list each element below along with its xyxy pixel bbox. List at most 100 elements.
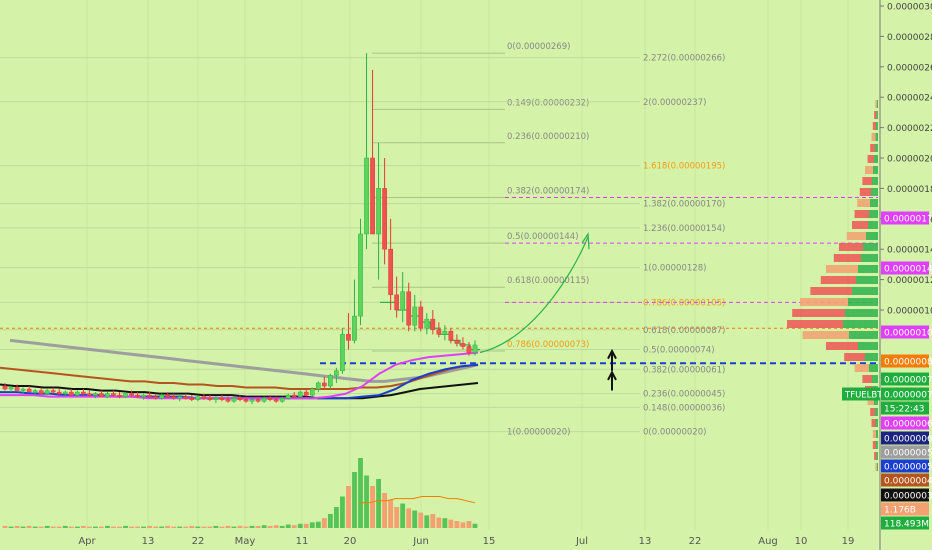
price-tick-label: 0.00000120: [887, 276, 932, 286]
volume-bar: [448, 519, 454, 528]
candle-body: [436, 329, 442, 335]
candle-body: [309, 388, 315, 396]
candle-body: [135, 394, 140, 397]
candle-body: [237, 397, 243, 400]
profile-bar: [876, 452, 878, 460]
volume-bar: [291, 525, 297, 528]
profile-bar: [874, 397, 878, 405]
volume-bar: [159, 526, 165, 528]
fib-label: 1.382(0.00000170): [643, 200, 725, 210]
volume-bar: [466, 521, 472, 528]
candle-body: [243, 399, 249, 402]
time-tick-label: Apr: [78, 536, 96, 547]
volume-bar: [117, 526, 122, 528]
volume-bar: [358, 458, 363, 528]
volume-bar: [50, 526, 56, 528]
volume-bar: [315, 521, 321, 528]
profile-bar: [875, 463, 877, 471]
profile-bar: [839, 243, 863, 251]
time-axis: Apr 13 22 May 11 20 Jun 15 Jul 13 22 Aug 10 19: [78, 536, 854, 547]
candle-body: [364, 157, 369, 235]
volume-bar: [382, 493, 388, 528]
symbol-label: TFUELBTC: [844, 391, 888, 401]
price-tick-label: 0.00000240: [887, 94, 932, 104]
volume-bar: [340, 496, 345, 528]
profile-bar: [872, 122, 876, 130]
candle-body: [56, 391, 62, 394]
volume-bar: [171, 526, 177, 528]
profile-bar: [877, 463, 878, 471]
time-tick-label: 11: [296, 536, 309, 547]
candle-body: [273, 399, 279, 402]
candle-body: [303, 391, 309, 396]
candle-body: [472, 344, 478, 353]
volume-bar: [213, 525, 219, 528]
fib-label: 0.148(0.00000036): [643, 403, 725, 413]
candle-body: [346, 334, 351, 341]
moving-average-line: [0, 363, 479, 390]
candle-body: [165, 394, 171, 397]
price-label-box: [881, 459, 929, 473]
price-label-text: 0.00000072: [884, 391, 932, 401]
profile-bar: [876, 122, 878, 130]
volume-bar: [327, 514, 333, 528]
profile-bar: [810, 287, 852, 295]
volume-bar: [26, 525, 32, 528]
candle-body: [255, 399, 261, 402]
profile-bar: [843, 320, 878, 328]
candle-body: [171, 396, 177, 399]
volume-bar: [20, 526, 26, 528]
volume-bar: [333, 507, 339, 528]
volume-bar: [86, 526, 92, 528]
candle-body: [183, 396, 189, 399]
volume-bar: [424, 515, 430, 528]
volume-bar: [219, 526, 225, 528]
candle-body: [334, 370, 339, 376]
volume-bar: [189, 525, 195, 528]
volume-bar: [8, 526, 14, 528]
candle-body: [195, 396, 201, 400]
profile-bar: [876, 430, 878, 438]
fib-label: 1(0.00000020): [507, 428, 570, 438]
candle-body: [189, 397, 195, 400]
volume-bar: [225, 525, 231, 528]
profile-bar: [875, 419, 878, 427]
profile-bar: [800, 298, 848, 306]
volume-profile: [787, 100, 878, 471]
candle-body: [279, 397, 285, 402]
volume-bar: [153, 526, 159, 528]
volume-bar: [237, 525, 243, 528]
volume-bar: [364, 475, 369, 528]
price-label-text: 0.00000088: [884, 358, 932, 368]
price-label-box: [881, 502, 929, 516]
volume-bar: [123, 525, 128, 528]
volume-bar: [388, 500, 394, 528]
volume-bar: [321, 518, 327, 528]
fib-label: 0.786(0.00000105): [643, 298, 725, 308]
candle-body: [123, 393, 128, 397]
candle-body: [406, 291, 412, 326]
price-label-box: [881, 401, 929, 415]
volume-bar: [177, 526, 183, 528]
candle-body: [394, 294, 400, 311]
time-tick-label: 10: [795, 536, 808, 547]
volume-bar: [99, 526, 104, 528]
volume-bar: [273, 525, 279, 528]
time-tick-label: 22: [689, 536, 702, 547]
volume-ma-line: [360, 496, 476, 504]
profile-bar: [875, 144, 878, 152]
symbol-badge: [842, 387, 880, 401]
candle-body: [225, 399, 231, 402]
profile-bar: [874, 155, 878, 163]
profile-bar: [869, 210, 878, 218]
profile-bar: [865, 166, 873, 174]
price-label-text: 0.00000038: [884, 492, 932, 502]
price-label-text: 1.176B: [884, 506, 916, 516]
fib-label: 1(0.00000128): [643, 263, 706, 273]
candle-body: [424, 318, 430, 329]
moving-average-line: [0, 382, 479, 400]
volume-bar: [44, 525, 50, 528]
price-label-text: 0.00000079: [884, 376, 932, 386]
